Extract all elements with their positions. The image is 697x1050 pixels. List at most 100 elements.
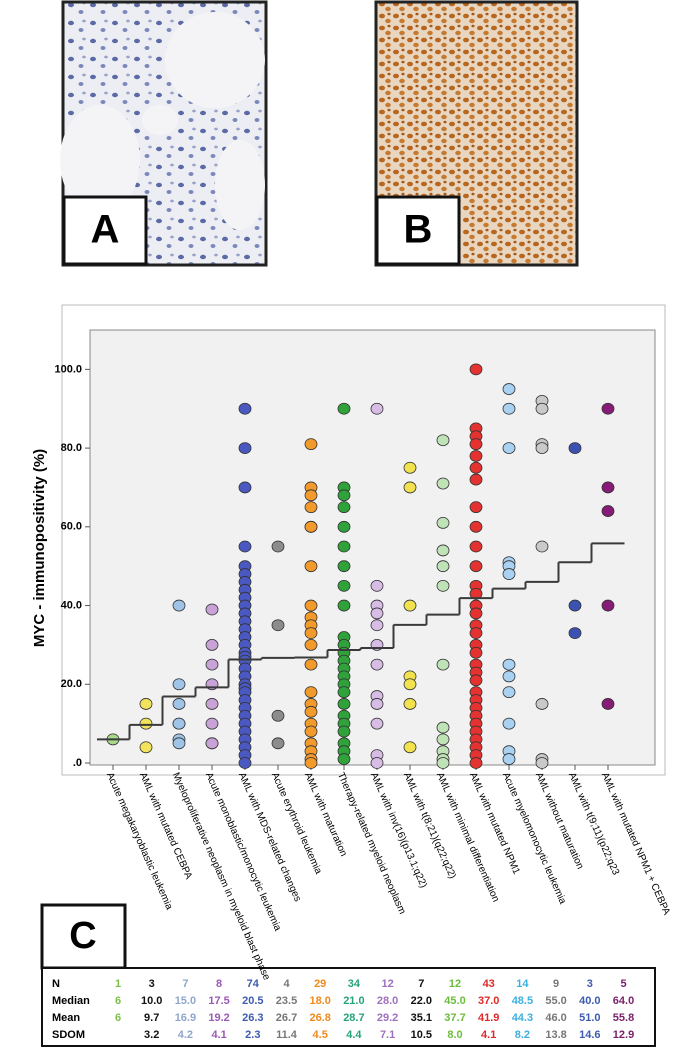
data-point: [469, 540, 483, 553]
data-point: [502, 717, 516, 730]
data-point: [271, 619, 285, 632]
data-point: [469, 587, 483, 600]
data-point: [436, 757, 450, 769]
table-cell: 55.0: [545, 995, 566, 1007]
table-cell: 22.0: [411, 995, 432, 1007]
table-cell: 51.0: [579, 1012, 600, 1024]
table-cell: 15.0: [175, 995, 196, 1007]
vacuole: [60, 105, 140, 215]
table-cell: 8.0: [447, 1029, 462, 1041]
data-point: [238, 757, 252, 769]
table-cell: 28.0: [377, 995, 398, 1007]
data-point: [337, 540, 351, 553]
table-cell: 4.2: [178, 1029, 193, 1041]
table-cell: 10.5: [411, 1029, 432, 1041]
table-cell: 28.7: [343, 1012, 364, 1024]
data-point: [238, 540, 252, 553]
data-point: [238, 481, 252, 494]
data-point: [205, 698, 219, 710]
x-tick-label: Acute myelomonocytic leukemia: [500, 771, 568, 906]
table-cell: 26.3: [242, 1012, 263, 1024]
vacuole: [165, 12, 265, 108]
table-cell: 40.0: [579, 995, 600, 1007]
data-point: [205, 717, 219, 730]
data-point: [469, 520, 483, 533]
table-cell: 9: [553, 978, 559, 990]
data-point: [436, 560, 450, 573]
x-tick-label: AML with MDS-related changes: [236, 771, 303, 904]
y-axis-label: MYC - immunopositivity (%): [31, 449, 48, 647]
data-point: [535, 442, 549, 454]
table-cell: 35.1: [411, 1012, 432, 1024]
y-tick-label: 20.0: [61, 678, 82, 690]
stats-table: [41, 967, 656, 1047]
data-point: [469, 646, 483, 659]
table-cell: 41.9: [478, 1012, 499, 1024]
table-cell: 26.8: [309, 1012, 330, 1024]
table-cell: 23.5: [276, 995, 297, 1007]
table-cell: 45.0: [444, 995, 465, 1007]
data-point: [568, 442, 582, 454]
table-cell: 7: [418, 978, 424, 990]
data-point: [403, 741, 417, 754]
data-point: [436, 477, 450, 490]
data-point: [172, 678, 186, 691]
data-point: [436, 516, 450, 529]
data-point: [502, 383, 516, 395]
data-point: [601, 402, 615, 415]
data-point: [469, 501, 483, 514]
data-point: [403, 678, 417, 691]
data-point: [370, 579, 384, 592]
table-cell: 43: [483, 978, 495, 990]
table-cell: 19.2: [208, 1012, 229, 1024]
panel-label-box: [62, 195, 148, 266]
data-point: [271, 709, 285, 722]
table-cell: 29: [314, 978, 326, 990]
data-point: [205, 737, 219, 750]
row-label: SDOM: [52, 1029, 85, 1041]
table-cell: 8.2: [515, 1029, 530, 1041]
table-cell: 14.6: [579, 1029, 600, 1041]
data-point: [469, 450, 483, 462]
data-point: [403, 461, 417, 474]
data-point: [601, 481, 615, 494]
panel-label-box: [375, 195, 461, 266]
data-point: [469, 674, 483, 687]
data-point: [370, 717, 384, 730]
table-cell: 10.0: [141, 995, 162, 1007]
vacuole: [215, 140, 265, 230]
table-cell: 4: [283, 978, 290, 990]
data-point: [337, 501, 351, 514]
data-point: [535, 402, 549, 415]
data-point: [172, 599, 186, 612]
data-point: [205, 639, 219, 651]
data-point: [238, 402, 252, 415]
data-point: [370, 658, 384, 671]
data-point: [601, 599, 615, 612]
table-cell: 9.7: [144, 1012, 159, 1024]
data-point: [370, 698, 384, 710]
data-point: [172, 737, 186, 750]
y-tick-label: 60.0: [61, 521, 82, 533]
data-point: [601, 505, 615, 517]
data-point: [205, 603, 219, 616]
data-point: [304, 757, 318, 769]
y-tick-label: .0: [73, 757, 82, 769]
table-cell: 13.8: [545, 1029, 566, 1041]
table-cell: 21.0: [343, 995, 364, 1007]
data-point: [436, 658, 450, 671]
table-cell: 6: [115, 995, 121, 1007]
panel-label: B: [404, 208, 433, 252]
table-cell: 2.3: [245, 1029, 260, 1041]
table-cell: 16.9: [175, 1012, 196, 1024]
data-point: [304, 686, 318, 699]
table-cell: 8: [216, 978, 222, 990]
table-cell: 74: [247, 978, 260, 990]
data-point: [304, 501, 318, 514]
data-point: [403, 481, 417, 494]
panel-label: C: [69, 915, 96, 957]
x-tick-label: Therapy-related myeloid neoplasm: [335, 771, 408, 916]
data-point: [172, 717, 186, 730]
table-cell: 11.4: [276, 1029, 298, 1041]
table-cell: 5: [620, 978, 626, 990]
